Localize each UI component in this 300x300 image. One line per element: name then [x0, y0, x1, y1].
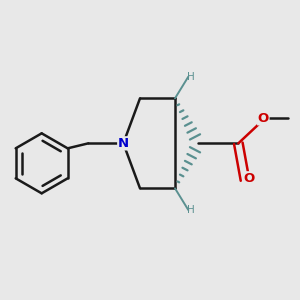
Text: O: O	[243, 172, 255, 185]
Text: H: H	[187, 72, 195, 82]
Text: N: N	[118, 137, 129, 150]
Text: O: O	[258, 112, 269, 125]
Text: H: H	[187, 205, 195, 215]
